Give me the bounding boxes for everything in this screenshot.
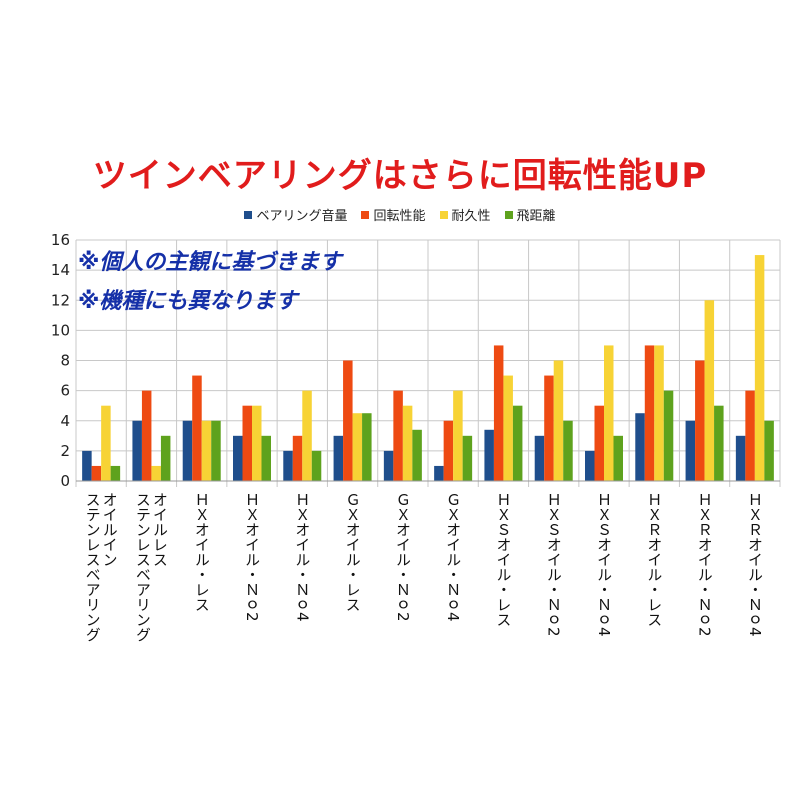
- bar-1-3: [242, 405, 252, 481]
- bar-2-3: [252, 405, 262, 481]
- bar-1-1: [141, 390, 152, 481]
- x-tick-label: オイルイン: [101, 492, 119, 567]
- bar-3-12: [714, 405, 724, 481]
- bar-1-0: [91, 465, 102, 481]
- bar-0-6: [383, 450, 394, 481]
- y-tick-label: 4: [60, 412, 70, 430]
- x-tick-label: ＧＸオイル・Ｎｏ2: [394, 492, 412, 622]
- bar-3-0: [110, 465, 121, 481]
- legend-swatch: [361, 210, 370, 219]
- legend-item-2: 耐久性: [439, 205, 491, 224]
- legend-swatch: [439, 210, 448, 219]
- x-tick-label: ＨＸＳオイル・レス: [494, 492, 512, 627]
- x-tick-label: ＨＸＲオイル・レス: [645, 492, 663, 627]
- bar-3-10: [613, 435, 623, 481]
- legend-swatch: [244, 210, 253, 219]
- bar-1-12: [695, 360, 705, 481]
- x-tick-label: ＨＸオイル・レス: [193, 492, 211, 612]
- bar-2-12: [704, 300, 715, 481]
- x-tick-label: ステンレスベアリング: [84, 492, 102, 642]
- legend-label: ベアリング音量: [256, 209, 348, 224]
- bar-3-6: [412, 429, 422, 481]
- bar-0-11: [635, 413, 645, 481]
- bar-2-9: [553, 360, 564, 481]
- bar-1-9: [544, 375, 554, 481]
- y-tick-label: 10: [51, 321, 70, 339]
- bar-1-4: [292, 435, 303, 481]
- y-tick-label: 12: [51, 291, 70, 309]
- legend-item-1: 回転性能: [361, 205, 426, 224]
- bar-2-6: [402, 405, 413, 481]
- x-tick-label: ＨＸＳオイル・Ｎｏ4: [595, 492, 613, 637]
- bar-0-7: [434, 465, 444, 481]
- x-tick-label: ＨＸＳオイル・Ｎｏ2: [545, 492, 563, 637]
- bar-0-5: [333, 435, 344, 481]
- bar-0-8: [484, 429, 494, 481]
- legend-label: 飛距離: [516, 209, 556, 224]
- bar-3-2: [211, 420, 221, 481]
- legend-swatch: [504, 210, 513, 219]
- x-tick-label: ＨＸオイル・Ｎｏ4: [293, 492, 311, 622]
- bar-1-10: [594, 405, 604, 481]
- bar-1-5: [343, 360, 353, 481]
- x-tick-label: ＨＸＲオイル・Ｎｏ2: [696, 492, 714, 637]
- bar-3-7: [462, 435, 473, 481]
- x-tick-label: ＨＸオイル・Ｎｏ2: [243, 492, 261, 622]
- x-tick-label: ＧＸオイル・レス: [344, 492, 362, 612]
- y-tick-label: 8: [60, 352, 70, 370]
- bar-0-13: [735, 435, 746, 481]
- bar-2-5: [352, 413, 363, 481]
- legend-item-3: 飛距離: [504, 205, 556, 224]
- legend-item-0: ベアリング音量: [244, 205, 347, 224]
- y-tick-label: 16: [51, 231, 70, 249]
- bar-0-1: [132, 420, 142, 481]
- bar-2-11: [654, 345, 664, 481]
- bar-0-0: [82, 450, 92, 481]
- bar-1-11: [644, 345, 655, 481]
- bar-0-3: [233, 435, 243, 481]
- bar-3-3: [261, 435, 271, 481]
- bar-3-4: [311, 450, 322, 481]
- x-tick-label: ＨＸＲオイル・Ｎｏ4: [746, 492, 764, 637]
- x-tick-label: ステンレスベアリング: [134, 492, 152, 642]
- bar-0-12: [685, 420, 696, 481]
- bar-3-5: [362, 413, 372, 481]
- bar-1-8: [493, 345, 504, 481]
- x-tick-label: ＧＸオイル・Ｎｏ4: [444, 492, 462, 622]
- bar-3-9: [563, 420, 573, 481]
- bar-2-10: [604, 345, 614, 481]
- note-1: ※個人の主観に基づきます: [78, 250, 342, 275]
- x-tick-label: オイルレス: [151, 492, 169, 567]
- bar-2-1: [151, 465, 161, 481]
- bar-3-13: [764, 420, 774, 481]
- y-tick-label: 2: [60, 442, 70, 460]
- bar-1-7: [443, 420, 454, 481]
- chart-title: ツインベアリングはさらに回転性能UP: [92, 156, 708, 196]
- bar-3-8: [512, 405, 523, 481]
- bar-2-8: [503, 375, 513, 481]
- note-2: ※機種にも異なります: [78, 289, 298, 314]
- legend-label: 耐久性: [451, 209, 491, 224]
- bar-1-2: [192, 375, 202, 481]
- bar-2-13: [754, 255, 765, 481]
- bar-0-2: [182, 420, 193, 481]
- bar-2-4: [302, 390, 312, 481]
- y-tick-label: 0: [60, 472, 70, 490]
- bar-0-4: [283, 450, 293, 481]
- bar-1-13: [745, 390, 755, 481]
- y-tick-label: 6: [60, 382, 70, 400]
- legend: ベアリング音量 回転性能 耐久性 飛距離: [0, 205, 800, 224]
- bar-3-1: [160, 435, 171, 481]
- legend-label: 回転性能: [373, 209, 426, 224]
- bar-2-0: [101, 405, 111, 481]
- bar-2-2: [201, 420, 212, 481]
- bar-0-10: [585, 450, 595, 481]
- y-tick-label: 14: [51, 261, 70, 279]
- bar-0-9: [534, 435, 545, 481]
- bar-1-6: [393, 390, 403, 481]
- bar-3-11: [663, 390, 674, 481]
- bar-2-7: [453, 390, 463, 481]
